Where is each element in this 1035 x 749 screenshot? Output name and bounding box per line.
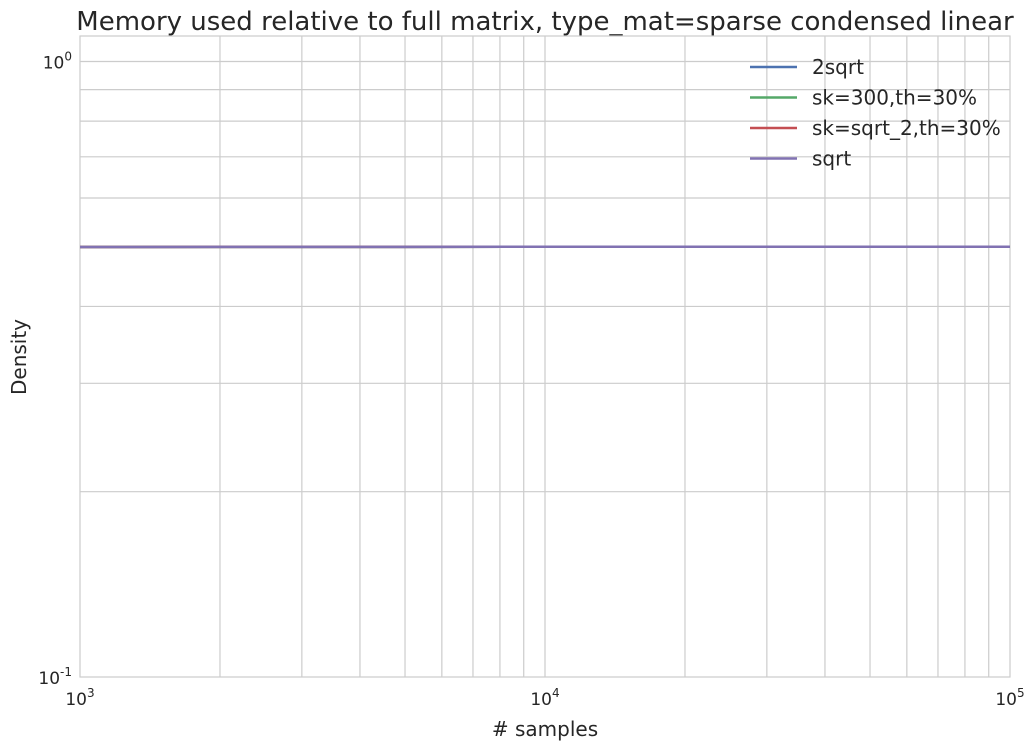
chart-title: Memory used relative to full matrix, typ… <box>76 7 1014 37</box>
y-tick-labels: 10-1 100 <box>38 49 72 689</box>
y-tick-label: 10-1 <box>38 665 72 689</box>
grid <box>80 36 1010 677</box>
x-tick-labels: 103 104 105 <box>65 686 1024 710</box>
y-axis-label: Density <box>7 319 31 395</box>
plot-frame <box>79 35 1011 678</box>
legend: 2sqrt sk=300,th=30% sk=sqrt_2,th=30%sqrt <box>750 55 1001 171</box>
legend-label: sk=300,th=30% <box>812 86 977 110</box>
legend-label: sqrt <box>812 147 851 171</box>
legend-label: 2sqrt <box>812 55 864 79</box>
x-axis-label: # samples <box>492 717 598 741</box>
legend-label: sk=sqrt_2,th=30% <box>812 116 1001 140</box>
x-tick-label: 104 <box>530 686 559 710</box>
x-tick-label: 105 <box>995 686 1024 710</box>
x-tick-label: 103 <box>65 686 94 710</box>
y-tick-label: 100 <box>43 49 72 73</box>
